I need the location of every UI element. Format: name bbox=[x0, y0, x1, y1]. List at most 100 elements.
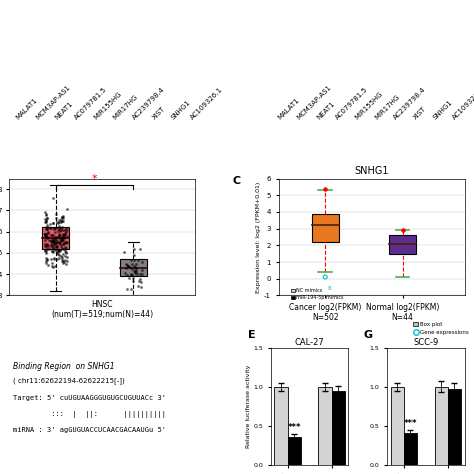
Point bbox=[51, 246, 58, 254]
Point bbox=[50, 226, 58, 233]
Point bbox=[54, 246, 61, 254]
Bar bbox=[319, 387, 332, 465]
Point bbox=[124, 263, 132, 270]
Point bbox=[58, 254, 66, 261]
Point bbox=[132, 268, 139, 276]
Text: 8: 8 bbox=[328, 285, 331, 291]
Point bbox=[58, 233, 66, 241]
Point bbox=[51, 234, 59, 242]
Point bbox=[63, 239, 70, 247]
Point bbox=[49, 244, 57, 252]
Point bbox=[53, 255, 60, 263]
Point bbox=[42, 230, 50, 237]
Point bbox=[57, 228, 64, 235]
Point bbox=[52, 237, 59, 245]
Point bbox=[55, 230, 63, 238]
Point bbox=[59, 250, 66, 257]
Text: NEAT1: NEAT1 bbox=[54, 100, 74, 120]
Text: AC239798.4: AC239798.4 bbox=[131, 86, 166, 120]
Point bbox=[44, 242, 51, 250]
Text: MALAT1: MALAT1 bbox=[277, 96, 301, 120]
Text: NEAT1: NEAT1 bbox=[315, 100, 336, 120]
Bar bbox=[404, 433, 417, 465]
Point bbox=[62, 248, 70, 256]
Title: SCC-9: SCC-9 bbox=[413, 338, 438, 347]
Point bbox=[61, 238, 69, 246]
Point bbox=[55, 239, 63, 247]
Point bbox=[49, 219, 57, 227]
Point bbox=[55, 216, 63, 224]
Point bbox=[43, 235, 51, 242]
Point bbox=[54, 246, 62, 254]
Point bbox=[52, 210, 60, 218]
FancyBboxPatch shape bbox=[389, 235, 416, 254]
Point bbox=[47, 242, 55, 249]
Text: MCM3AP-AS1: MCM3AP-AS1 bbox=[35, 83, 72, 120]
Point bbox=[61, 256, 69, 264]
Point bbox=[44, 229, 52, 237]
Point bbox=[131, 267, 139, 275]
Point bbox=[127, 263, 134, 271]
Point bbox=[56, 240, 64, 247]
Title: CAL-27: CAL-27 bbox=[295, 338, 325, 347]
Point bbox=[59, 233, 66, 241]
Point bbox=[43, 247, 50, 255]
Point bbox=[49, 235, 56, 243]
Point bbox=[42, 233, 50, 241]
Point bbox=[53, 248, 61, 256]
Point bbox=[42, 223, 50, 231]
Point bbox=[44, 241, 51, 248]
Point bbox=[49, 237, 56, 245]
Point bbox=[48, 247, 56, 255]
Point bbox=[62, 230, 69, 238]
Point bbox=[130, 267, 137, 274]
Point bbox=[134, 282, 142, 290]
X-axis label: HNSC
(num(T)=519;num(N)=44): HNSC (num(T)=519;num(N)=44) bbox=[51, 300, 154, 319]
Point bbox=[47, 240, 55, 247]
Point bbox=[57, 238, 64, 246]
Point bbox=[125, 262, 132, 270]
Point bbox=[58, 236, 65, 243]
Text: MIR17HG: MIR17HG bbox=[374, 93, 401, 120]
Point bbox=[123, 261, 130, 268]
Point bbox=[49, 248, 57, 256]
Y-axis label: Expression level: log2 (FPKM+0.01): Expression level: log2 (FPKM+0.01) bbox=[256, 182, 261, 292]
Point bbox=[47, 237, 55, 244]
Point bbox=[125, 274, 133, 282]
Text: E: E bbox=[247, 330, 255, 340]
Point bbox=[61, 229, 68, 237]
Point bbox=[58, 236, 65, 244]
Point bbox=[50, 245, 58, 253]
Point bbox=[42, 257, 49, 265]
Text: AC109326.1: AC109326.1 bbox=[451, 86, 474, 120]
Point bbox=[59, 257, 67, 264]
Point bbox=[54, 227, 62, 235]
Point bbox=[59, 218, 67, 225]
Point bbox=[123, 261, 130, 269]
Point bbox=[321, 186, 329, 193]
Point bbox=[129, 274, 137, 282]
Text: miRNA : 3' agGUGUACCUCAACGACAAUGu 5': miRNA : 3' agGUGUACCUCAACGACAAUGu 5' bbox=[13, 427, 166, 433]
Point bbox=[55, 224, 63, 232]
Point bbox=[63, 232, 71, 240]
Bar bbox=[448, 389, 461, 465]
Point bbox=[50, 237, 57, 244]
Text: ( chr11:62622194-62622215[-]): ( chr11:62622194-62622215[-]) bbox=[13, 377, 125, 384]
Point bbox=[53, 242, 61, 250]
Point bbox=[59, 240, 66, 248]
Text: :::  |  ||:      ||||||||||: ::: | ||: |||||||||| bbox=[13, 411, 166, 418]
Point bbox=[130, 246, 137, 253]
Point bbox=[43, 231, 50, 239]
Point bbox=[128, 272, 135, 279]
Point bbox=[130, 252, 137, 259]
Point bbox=[60, 231, 68, 238]
Point bbox=[122, 264, 130, 271]
Point bbox=[55, 255, 63, 262]
Point bbox=[57, 227, 65, 234]
Point bbox=[58, 224, 66, 231]
Point bbox=[49, 237, 56, 244]
Point bbox=[43, 255, 50, 263]
Point bbox=[51, 228, 59, 236]
Text: AC239798.4: AC239798.4 bbox=[393, 86, 428, 120]
Text: AC109326.1: AC109326.1 bbox=[190, 86, 224, 120]
